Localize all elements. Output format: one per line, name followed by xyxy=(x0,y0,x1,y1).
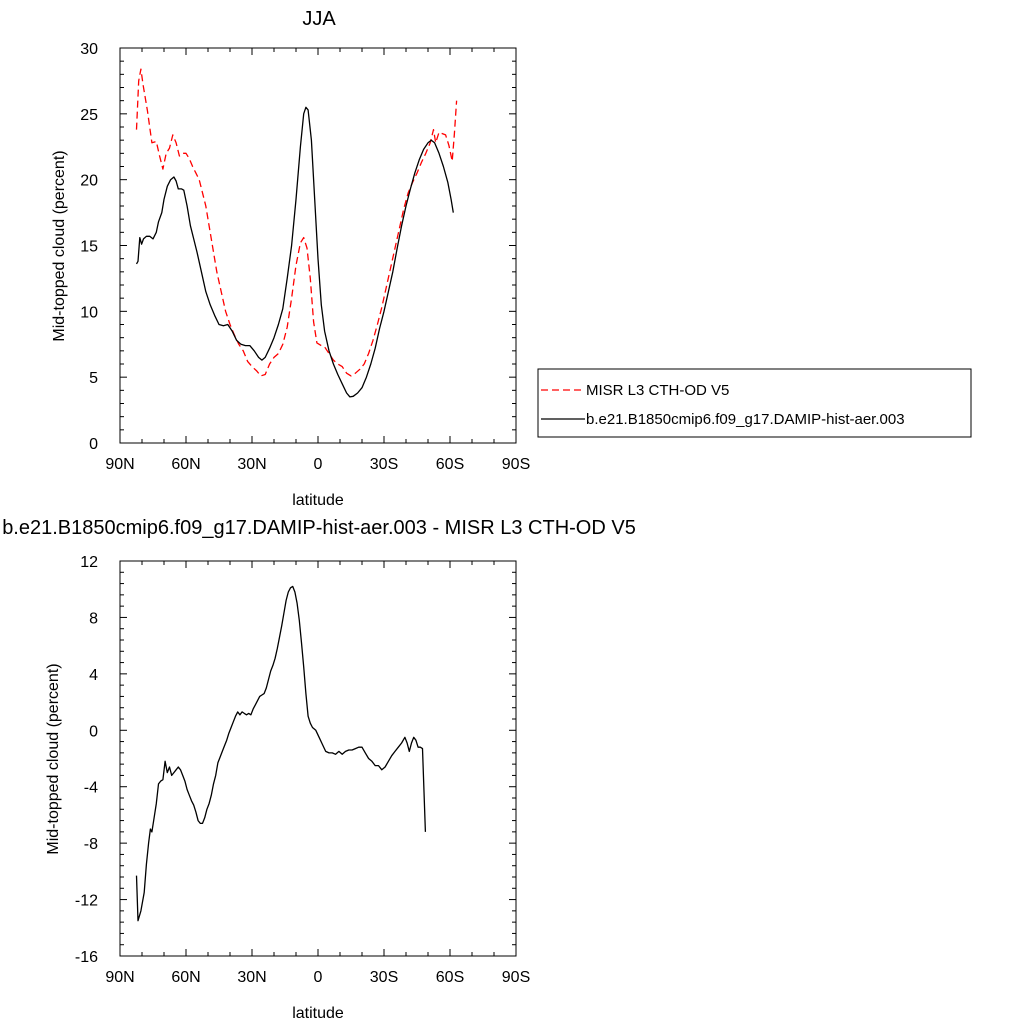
chart-panel-top: JJA 90N 60N 30N 0 30S 60S 90S 0 5 10 15 20 25 30 lati… xyxy=(51,8,972,509)
x-tick-label: 30S xyxy=(370,969,398,986)
y-tick-label: 15 xyxy=(80,239,98,256)
x-tick-label: 90N xyxy=(105,456,134,473)
x-tick-label: 60S xyxy=(436,969,464,986)
legend-box xyxy=(537,368,972,438)
x-tick-label: 90N xyxy=(105,969,134,986)
x-tick-label: 90S xyxy=(502,969,530,986)
legend-label-misr: MISR L3 CTH-OD V5 xyxy=(586,382,729,399)
tick-layer: 90N 60N 30N 0 30S 60S 90S 0 5 10 15 20 25 30 xyxy=(80,41,530,473)
series-line-0 xyxy=(135,585,427,922)
chart-panel-bottom: b.e21.B1850cmip6.f09_g17.DAMIP-hist-aer.… xyxy=(2,517,636,1022)
x-tick-label: 30N xyxy=(237,456,266,473)
x-axis-label: latitude xyxy=(292,1005,344,1022)
y-tick-label: 30 xyxy=(80,41,98,58)
plot-frame xyxy=(119,47,517,444)
y-tick-label: 10 xyxy=(80,304,98,321)
y-tick-label: 8 xyxy=(89,610,98,627)
plot-frame xyxy=(119,560,517,957)
y-tick-label: -16 xyxy=(75,949,98,966)
series-layer xyxy=(135,68,458,398)
chart-title: b.e21.B1850cmip6.f09_g17.DAMIP-hist-aer.… xyxy=(2,517,636,539)
y-tick-label: 5 xyxy=(89,370,98,387)
x-tick-label: 0 xyxy=(314,456,323,473)
y-tick-label: 0 xyxy=(89,723,98,740)
series-line-1 xyxy=(135,106,454,398)
y-tick-label: 20 xyxy=(80,173,98,190)
x-tick-label: 30S xyxy=(370,456,398,473)
tick-layer: 90N 60N 30N 0 30S 60S 90S -16 -12 -8 -4 0 4 8 12 xyxy=(75,554,530,986)
legend-label-model: b.e21.B1850cmip6.f09_g17.DAMIP-hist-aer.… xyxy=(586,411,905,428)
y-tick-label: 0 xyxy=(89,436,98,453)
x-tick-label: 60N xyxy=(171,969,200,986)
y-axis-label: Mid-topped cloud (percent) xyxy=(45,663,62,854)
chart-title: JJA xyxy=(302,8,336,30)
x-tick-label: 90S xyxy=(502,456,530,473)
x-tick-label: 30N xyxy=(237,969,266,986)
series-layer xyxy=(135,585,427,922)
x-tick-label: 0 xyxy=(314,969,323,986)
x-tick-label: 60S xyxy=(436,456,464,473)
y-tick-label: -4 xyxy=(84,780,98,797)
y-tick-label: 25 xyxy=(80,107,98,124)
y-tick-label: 4 xyxy=(89,667,98,684)
y-axis-label: Mid-topped cloud (percent) xyxy=(51,150,68,341)
x-axis-label: latitude xyxy=(292,492,344,509)
x-tick-label: 60N xyxy=(171,456,200,473)
y-tick-label: -12 xyxy=(75,893,98,910)
y-tick-label: 12 xyxy=(80,554,98,571)
series-line-0 xyxy=(135,68,458,377)
legend: MISR L3 CTH-OD V5 b.e21.B1850cmip6.f09_g… xyxy=(537,368,972,438)
y-tick-label: -8 xyxy=(84,836,98,853)
